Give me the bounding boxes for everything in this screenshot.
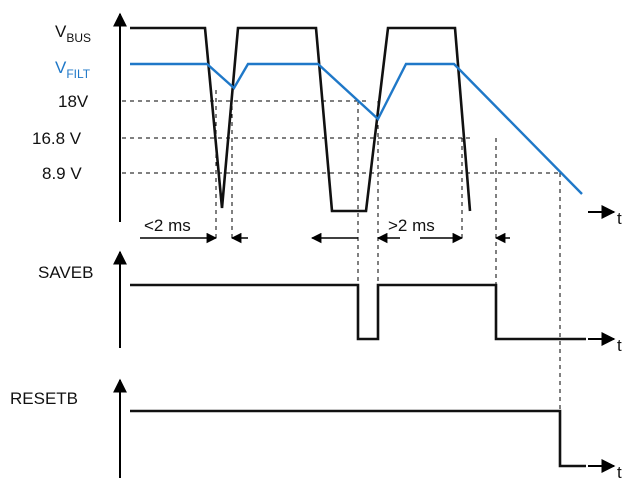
- threshold-16-8v-label: 16.8 V: [32, 129, 82, 148]
- vbus-waveform: [130, 26, 472, 213]
- resetb-waveform: [130, 409, 586, 468]
- threshold-18v-label: 18V: [58, 92, 89, 111]
- vfilt-waveform: [130, 62, 583, 195]
- resetb-label: RESETB: [10, 389, 78, 408]
- time-label-1: t: [617, 209, 622, 228]
- gt2ms-label: >2 ms: [388, 216, 435, 235]
- vfilt-label: VFILT: [55, 58, 91, 81]
- lt2ms-label: <2 ms: [144, 216, 191, 235]
- time-label-3: t: [617, 463, 622, 482]
- saveb-waveform: [130, 283, 586, 341]
- saveb-label: SAVEB: [38, 263, 93, 282]
- threshold-8-9v-label: 8.9 V: [42, 164, 82, 183]
- time-label-2: t: [617, 336, 622, 355]
- vbus-label: VBUS: [55, 22, 91, 45]
